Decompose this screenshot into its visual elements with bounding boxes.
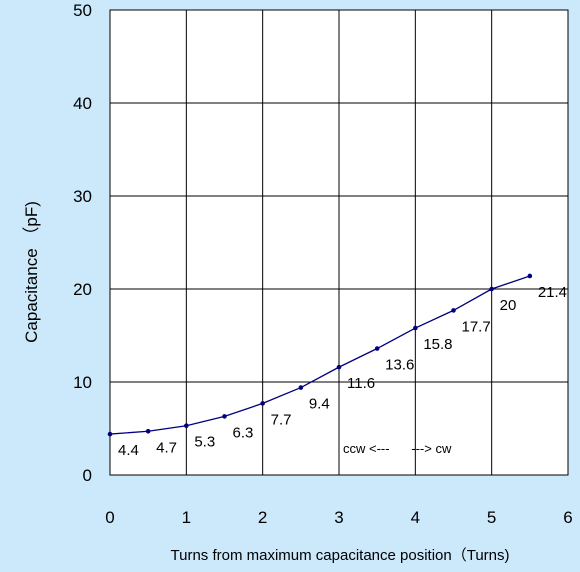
data-label: 6.3 [233, 424, 254, 441]
x-tick-label: 1 [182, 508, 191, 527]
data-point [413, 325, 418, 331]
series-line [109, 275, 531, 435]
x-tick-labels: 0 1 2 3 4 5 6 [105, 508, 572, 527]
y-tick-label: 20 [73, 280, 92, 299]
data-label: 7.7 [271, 411, 292, 428]
y-tick-label: 50 [73, 1, 92, 20]
data-point [222, 414, 227, 419]
data-label: 13.6 [385, 357, 414, 374]
data-label: 17.7 [462, 318, 491, 335]
x-tick-label: 3 [334, 508, 343, 527]
data-point [184, 423, 189, 429]
data-point [374, 346, 380, 351]
y-tick-labels: 0 10 20 30 40 50 [73, 1, 92, 485]
data-point [107, 431, 113, 437]
x-tick-label: 5 [487, 508, 496, 527]
data-point [527, 273, 533, 279]
x-axis-label: Turns from maximum capacitance position（… [171, 547, 510, 564]
data-label: 4.7 [156, 439, 177, 456]
y-tick-label: 10 [73, 373, 92, 392]
data-points [107, 273, 533, 437]
data-point [451, 308, 456, 313]
data-point [336, 364, 342, 370]
data-point [489, 286, 494, 292]
data-label: 4.4 [118, 442, 139, 459]
data-label: 5.3 [194, 434, 215, 451]
data-labels: 4.4 4.7 5.3 6.3 7.7 9.4 11.6 13.6 15.8 17.7 20 21.4 [118, 284, 567, 459]
annotation-ccw-cw: ccw <--- ---> cw [343, 441, 452, 456]
data-point [260, 401, 265, 406]
grid-lines [109, 9, 569, 476]
y-axis-label: Capacitance （pF) [22, 201, 41, 343]
data-label: 15.8 [423, 336, 452, 353]
y-tick-label: 40 [73, 94, 92, 113]
data-label: 20 [500, 297, 517, 314]
x-tick-label: 0 [105, 508, 114, 527]
data-label: 9.4 [309, 396, 330, 413]
data-point [298, 385, 304, 390]
x-tick-label: 2 [258, 508, 267, 527]
y-tick-label: 30 [73, 187, 92, 206]
data-label: 11.6 [347, 375, 375, 392]
x-tick-label: 4 [411, 508, 420, 527]
data-point [145, 428, 151, 434]
data-label: 21.4 [538, 284, 567, 301]
x-tick-label: 6 [563, 508, 572, 527]
y-tick-label: 0 [83, 466, 92, 485]
